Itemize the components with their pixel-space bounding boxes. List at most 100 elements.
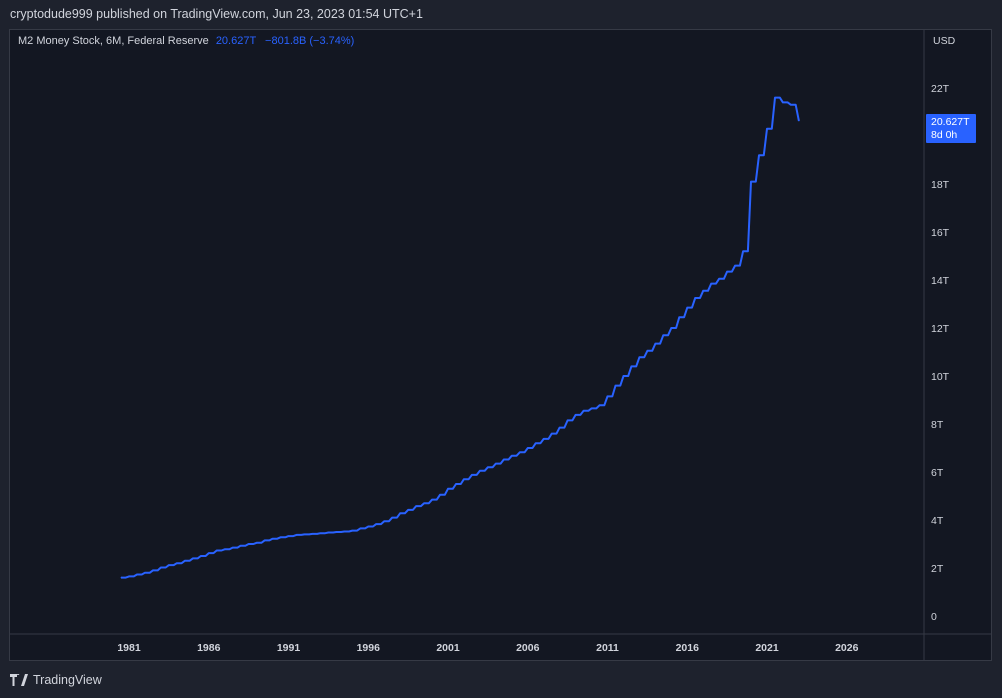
data-point — [551, 433, 553, 435]
y-tick-label: 6T — [931, 467, 944, 479]
y-tick-label: 12T — [931, 323, 950, 335]
data-point — [758, 154, 760, 156]
data-point — [479, 470, 481, 472]
y-tick-label: 14T — [931, 275, 950, 287]
data-point — [359, 527, 361, 529]
data-point — [232, 547, 234, 549]
data-point — [646, 350, 648, 352]
data-point — [503, 459, 505, 461]
y-tick-label: 0 — [931, 611, 937, 623]
tradingview-logo-icon — [10, 674, 28, 686]
price-tag-value: 20.627T — [931, 116, 970, 128]
data-point — [264, 539, 266, 541]
footer-brand[interactable]: TradingView — [10, 668, 102, 692]
data-point — [407, 509, 409, 511]
data-point — [351, 530, 353, 532]
last-value: 20.627T — [215, 35, 256, 47]
data-point — [335, 531, 337, 533]
data-point — [734, 265, 736, 267]
series-label: M2 Money Stock, 6M, Federal Reserve — [18, 35, 209, 47]
x-tick-label: 1986 — [197, 642, 221, 654]
data-point — [200, 555, 202, 557]
data-point — [303, 533, 305, 535]
data-point — [192, 557, 194, 559]
data-point — [224, 548, 226, 550]
y-tick-label: 18T — [931, 179, 950, 191]
x-tick-label: 2006 — [516, 642, 540, 654]
data-point — [662, 334, 664, 336]
data-point — [774, 97, 776, 99]
data-point — [136, 573, 138, 575]
data-point — [439, 494, 441, 496]
x-tick-label: 2016 — [676, 642, 700, 654]
data-point — [519, 451, 521, 453]
data-point — [567, 419, 569, 421]
data-point — [280, 536, 282, 538]
data-point — [471, 474, 473, 476]
chart-frame — [9, 29, 992, 661]
data-point — [535, 442, 537, 444]
data-point — [678, 316, 680, 318]
x-tick-label: 1991 — [277, 642, 301, 654]
data-point — [447, 488, 449, 490]
data-point — [160, 567, 162, 569]
data-point — [718, 278, 720, 280]
data-point — [670, 327, 672, 329]
data-point — [583, 410, 585, 412]
x-tick-label: 2011 — [596, 642, 619, 654]
data-point — [543, 438, 545, 440]
data-point — [399, 512, 401, 514]
data-point — [694, 297, 696, 299]
y-tick-label: 10T — [931, 371, 950, 383]
data-point — [790, 104, 792, 106]
data-point — [327, 531, 329, 533]
data-point — [423, 502, 425, 504]
data-point — [168, 564, 170, 566]
y-tick-label: 16T — [931, 227, 950, 239]
data-point — [710, 283, 712, 285]
data-point — [511, 455, 513, 457]
data-point — [638, 356, 640, 358]
data-point — [614, 385, 616, 387]
data-point — [622, 375, 624, 377]
data-point — [726, 271, 728, 273]
x-tick-label: 2001 — [436, 642, 460, 654]
x-axis[interactable]: 1981 1986 1991 1996 2001 2006 2011 2016 2021 2026 — [117, 642, 858, 654]
change-value: −801.8B (−3.74%) — [265, 35, 355, 47]
series-group — [120, 96, 800, 579]
data-point — [630, 365, 632, 367]
data-point — [272, 538, 274, 540]
currency-label: USD — [933, 35, 956, 47]
data-point — [559, 427, 561, 429]
series-legend[interactable]: M2 Money Stock, 6M, Federal Reserve 20.6… — [18, 35, 354, 47]
data-point — [782, 101, 784, 103]
data-point — [343, 531, 345, 533]
data-point — [463, 478, 465, 480]
data-point — [591, 407, 593, 409]
x-tick-label: 1981 — [117, 642, 141, 654]
data-point — [152, 569, 154, 571]
publisher-line: cryptodude999 published on TradingView.c… — [10, 7, 423, 21]
data-point — [415, 505, 417, 507]
y-axis[interactable]: 0 2T 4T 6T 8T 10T 12T 14T 16T 18T 22T — [931, 83, 950, 623]
x-tick-label: 2026 — [835, 642, 859, 654]
footer-brand-label: TradingView — [33, 673, 102, 687]
data-point — [750, 181, 752, 183]
m2-series-line[interactable] — [121, 96, 800, 579]
data-point — [487, 466, 489, 468]
data-point — [766, 128, 768, 130]
data-point — [240, 545, 242, 547]
y-tick-label: 22T — [931, 83, 950, 95]
y-tick-label: 4T — [931, 515, 944, 527]
data-point — [686, 307, 688, 309]
data-point — [375, 523, 377, 525]
data-point — [607, 395, 608, 397]
data-point — [184, 560, 186, 562]
data-point — [319, 532, 321, 534]
data-point — [128, 575, 130, 577]
price-tag-countdown: 8d 0h — [931, 128, 958, 141]
y-tick-label: 2T — [931, 563, 944, 575]
last-price-tag: 20.627T 8d 0h — [926, 114, 976, 143]
data-point — [495, 463, 497, 465]
